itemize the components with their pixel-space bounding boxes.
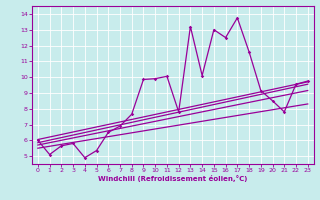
- X-axis label: Windchill (Refroidissement éolien,°C): Windchill (Refroidissement éolien,°C): [98, 175, 247, 182]
